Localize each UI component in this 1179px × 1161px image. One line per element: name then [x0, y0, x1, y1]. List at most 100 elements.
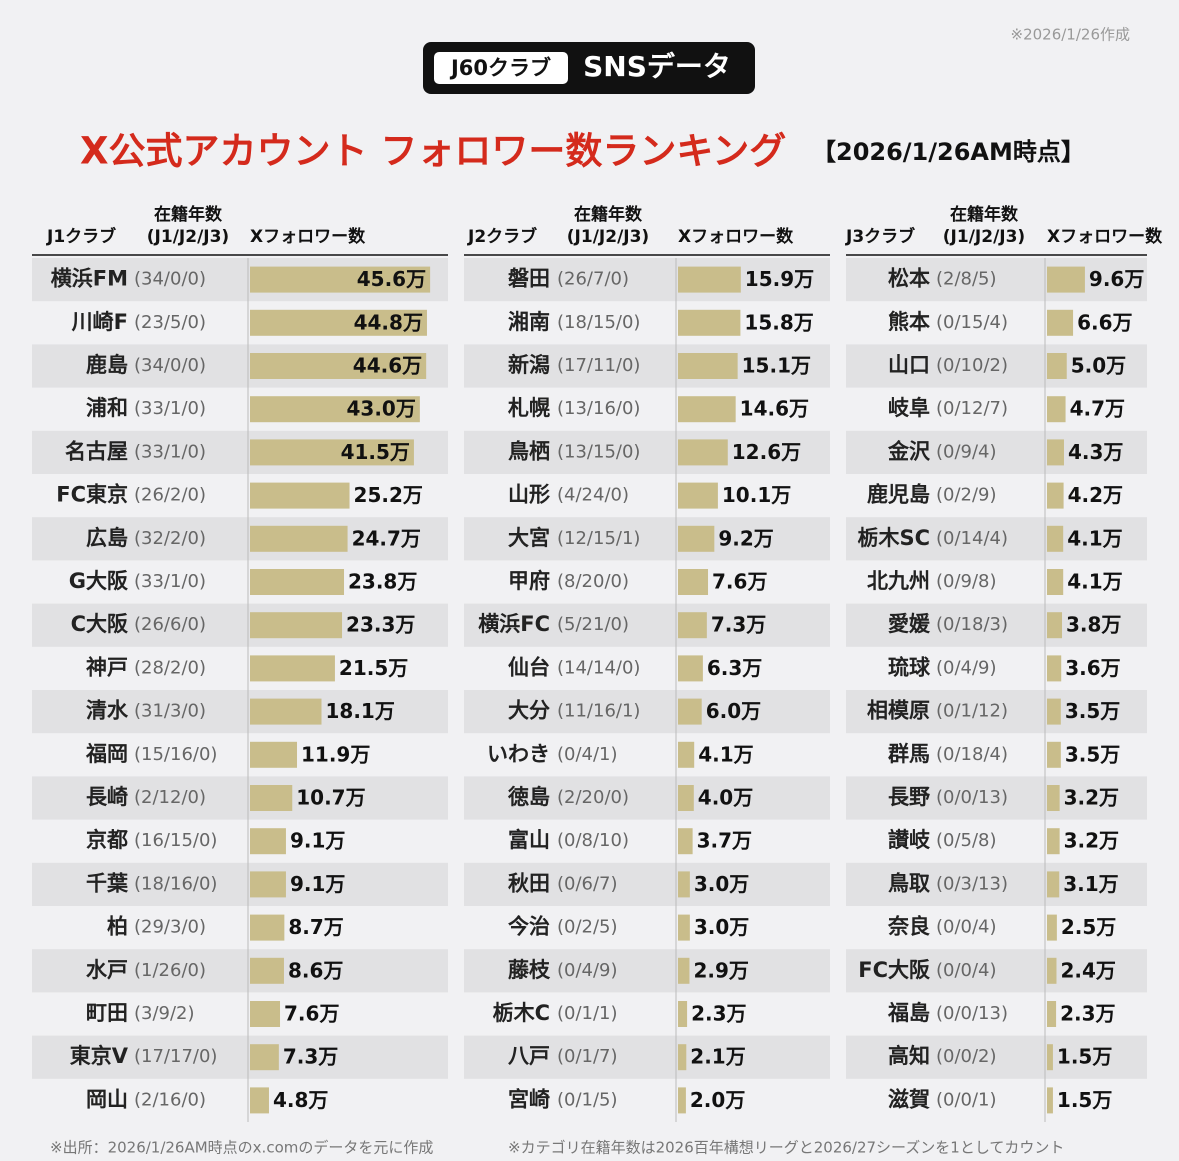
tenure: (0/1/12) [936, 701, 1008, 722]
bar [250, 957, 284, 984]
row-background [464, 258, 830, 302]
bar [250, 439, 414, 466]
title: X公式アカウント フォロワー数ランキング [80, 130, 786, 173]
bar [250, 1001, 281, 1027]
tenure: (28/2/0) [134, 657, 206, 678]
row-background [846, 690, 1147, 734]
value-label: 3.8万 [1066, 613, 1121, 637]
tenure: (0/14/4) [936, 528, 1008, 549]
tenure: (0/18/4) [936, 744, 1008, 765]
row-background [846, 862, 1147, 906]
club-name: 福島 [887, 1001, 930, 1025]
tenure: (3/9/2) [134, 1003, 195, 1024]
value-label: 2.5万 [1061, 915, 1116, 939]
column-header: Xフォロワー数 [678, 226, 794, 247]
club-name: 広島 [86, 526, 128, 550]
tenure: (2/16/0) [134, 1089, 206, 1110]
bar [1047, 482, 1064, 509]
club-name: 鹿児島 [867, 483, 930, 507]
row-background [32, 603, 448, 647]
club-name: 松本 [888, 267, 930, 291]
bar [1047, 309, 1074, 336]
value-label: 9.1万 [290, 872, 345, 896]
value-label: 3.0万 [694, 872, 749, 896]
bar [250, 698, 322, 725]
tenure: (18/16/0) [134, 873, 217, 894]
value-label: 25.2万 [354, 483, 423, 507]
club-name: 浦和 [86, 396, 128, 420]
club-name: 長野 [888, 785, 930, 809]
value-label: 23.8万 [348, 570, 417, 594]
club-name: 福岡 [85, 742, 128, 766]
tenure: (33/1/0) [134, 441, 206, 462]
tenure: (0/4/9) [557, 960, 618, 981]
bar [250, 525, 348, 552]
club-name: 岐阜 [888, 396, 930, 420]
tenure: (0/3/13) [936, 873, 1008, 894]
value-label: 24.7万 [352, 526, 421, 550]
row-background [464, 690, 830, 734]
tenure: (13/16/0) [557, 398, 640, 419]
footnote: ※出所：2026/1/26AM時点のx.comのデータを元に作成 [50, 1139, 433, 1157]
value-label: 12.6万 [732, 440, 801, 464]
bar [678, 785, 694, 811]
bar [1047, 741, 1061, 768]
value-label: 9.2万 [718, 526, 773, 550]
value-label: 43.0万 [346, 397, 415, 421]
tenure: (2/12/0) [134, 787, 206, 808]
club-name: 富山 [508, 828, 550, 852]
tenure: (26/2/0) [134, 485, 206, 506]
column-header: (J1/J2/J3) [147, 227, 229, 247]
row-background [32, 690, 448, 734]
tenure: (23/5/0) [134, 312, 206, 333]
bar [678, 741, 695, 768]
value-label: 15.8万 [744, 310, 813, 334]
bar [1047, 698, 1061, 725]
value-label: 14.6万 [740, 397, 809, 421]
club-name: 清水 [86, 699, 129, 723]
tenure: (0/8/10) [557, 830, 629, 851]
tenure: (0/18/3) [936, 614, 1008, 635]
bar [1047, 871, 1060, 898]
club-name: 名古屋 [65, 439, 128, 463]
club-name: 町田 [86, 1001, 128, 1025]
tenure: (5/21/0) [557, 614, 629, 635]
bar [250, 1044, 279, 1071]
bar [678, 914, 690, 941]
row-background [846, 344, 1147, 388]
tenure: (0/9/4) [936, 441, 997, 462]
tenure: (0/10/2) [936, 355, 1008, 376]
value-label: 9.6万 [1089, 267, 1144, 291]
club-name: 今治 [508, 915, 550, 939]
value-label: 15.9万 [745, 267, 814, 291]
row-background [464, 949, 830, 993]
tenure: (0/1/1) [557, 1003, 618, 1024]
club-name: 栃木SC [857, 526, 930, 550]
footnote: ※カテゴリ在籍年数は2026百年構想リーグと2026/27シーズンを1としてカウ… [508, 1139, 1064, 1157]
value-label: 23.3万 [346, 613, 415, 637]
tenure: (0/2/5) [557, 917, 618, 938]
bar [678, 1087, 686, 1114]
column-header: (J1/J2/J3) [567, 227, 649, 247]
bar [250, 914, 285, 941]
tenure: (16/15/0) [134, 830, 217, 851]
bar [1047, 914, 1057, 941]
bar [678, 1044, 687, 1071]
tenure: (0/4/1) [557, 744, 618, 765]
value-label: 3.2万 [1064, 829, 1119, 853]
value-label: 21.5万 [339, 656, 408, 680]
bar [250, 1087, 269, 1114]
value-label: 4.1万 [1067, 526, 1122, 550]
value-label: 7.3万 [283, 1045, 338, 1069]
tenure: (26/6/0) [134, 614, 206, 635]
value-label: 4.7万 [1070, 397, 1125, 421]
value-label: 7.6万 [284, 1002, 339, 1026]
club-name: 秋田 [508, 871, 550, 895]
tenure: (0/0/4) [936, 917, 997, 938]
value-label: 2.0万 [690, 1088, 745, 1112]
value-label: 3.7万 [697, 829, 752, 853]
value-label: 4.8万 [273, 1088, 328, 1112]
value-label: 44.8万 [354, 310, 423, 334]
club-name: 大宮 [508, 526, 550, 550]
